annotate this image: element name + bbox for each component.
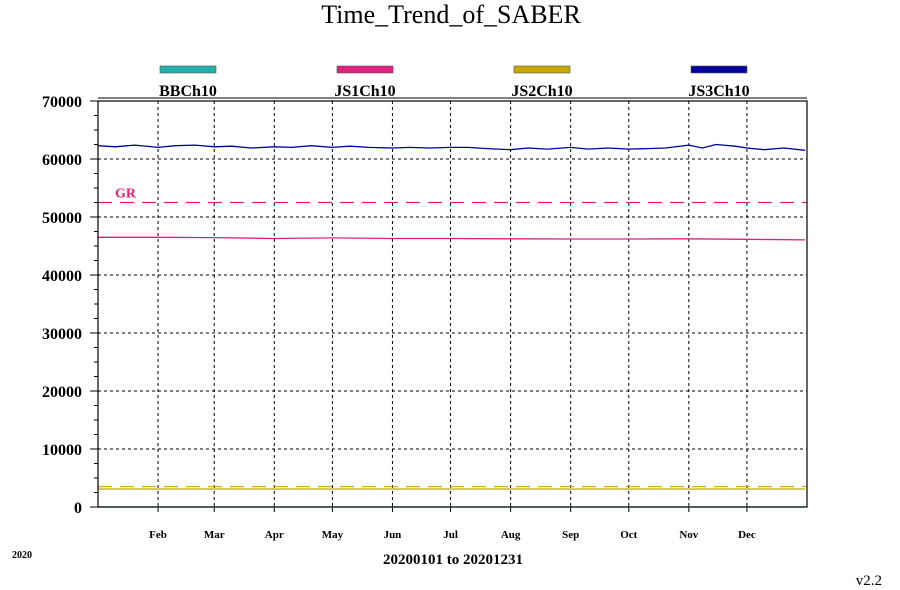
x-tick-label: May [322, 529, 344, 541]
x-axis-label: 20200101 to 20201231 [383, 552, 523, 568]
legend-swatch [513, 65, 571, 74]
x-tick-label: Nov [679, 529, 698, 541]
legend-swatch [336, 65, 394, 74]
legend-swatch [159, 65, 217, 74]
x-tick-label: Feb [149, 529, 167, 541]
reference-line-label: GR [115, 187, 137, 202]
y-tick-label: 10000 [42, 442, 82, 459]
y-tick-label: 50000 [42, 210, 82, 227]
legend-label: JS1Ch10 [334, 83, 395, 100]
y-tick-label: 70000 [42, 94, 82, 111]
series-line [98, 236, 806, 241]
x-tick-label: Jun [384, 529, 402, 541]
y-axis: 0 10000 20000 30000 40000 50000 60000 70000 [42, 94, 98, 517]
y-tick-label: 60000 [42, 152, 82, 169]
x-tick-label: Oct [620, 529, 637, 541]
y-tick-label: 30000 [42, 326, 82, 343]
grid [98, 97, 807, 507]
legend: BBCh10 JS1Ch10 JS2Ch10 JS3Ch10 [159, 65, 750, 100]
legend-swatch [690, 65, 748, 74]
x-tick-label: Sep [562, 529, 579, 541]
y-tick-label: 20000 [42, 384, 82, 401]
plot-area: GR [97, 100, 808, 508]
version-label: v2.2 [856, 573, 882, 589]
x-tick-label: Apr [265, 529, 284, 541]
chart-title: Time_Trend_of_SABER [321, 0, 581, 29]
legend-label: JS3Ch10 [688, 83, 749, 100]
legend-label: JS2Ch10 [511, 83, 572, 100]
x-tick-label: Mar [204, 529, 225, 541]
series-line [97, 143, 806, 151]
y-tick-label: 0 [74, 500, 82, 517]
x-tick-label: Jul [443, 529, 458, 541]
x-tick-label: Dec [738, 529, 756, 541]
x-axis: Feb Mar Apr May Jun Jul Aug Sep Oct Nov Dec [149, 507, 756, 541]
year-label: 2020 [12, 550, 32, 561]
legend-label: BBCh10 [159, 83, 217, 100]
y-tick-label: 40000 [42, 268, 82, 285]
x-tick-label: Aug [501, 529, 521, 541]
plot-frame [97, 100, 808, 508]
